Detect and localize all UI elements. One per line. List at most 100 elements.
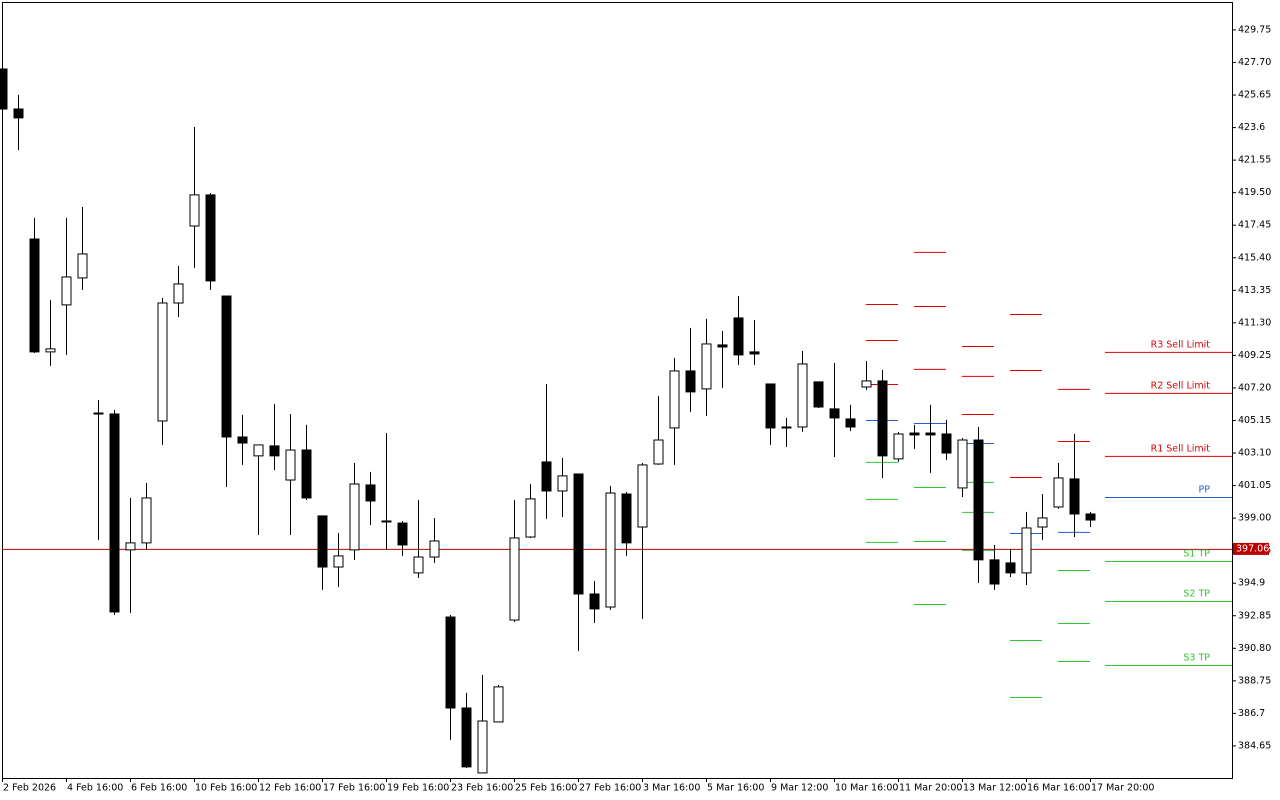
candle-body bbox=[509, 537, 520, 621]
candle-body bbox=[189, 194, 200, 227]
candle-body bbox=[109, 413, 120, 613]
candle-body bbox=[93, 412, 104, 415]
candle-body bbox=[317, 515, 328, 568]
candle-body bbox=[717, 344, 728, 348]
x-tick-label: 6 Feb 16:00 bbox=[131, 783, 187, 794]
candle-body bbox=[29, 238, 40, 353]
x-tick-label: 19 Feb 16:00 bbox=[387, 783, 449, 794]
y-tick-label: 384.65 bbox=[1238, 740, 1271, 751]
candle-body bbox=[365, 484, 376, 502]
candle-body bbox=[477, 720, 488, 774]
candle-body bbox=[0, 68, 8, 110]
x-tick-label: 12 Feb 16:00 bbox=[259, 783, 321, 794]
candle-body bbox=[333, 555, 344, 568]
candle-body bbox=[493, 686, 504, 723]
candle-body bbox=[1021, 527, 1032, 574]
candle-body bbox=[397, 522, 408, 546]
candle-body bbox=[605, 492, 616, 608]
candle-body bbox=[765, 383, 776, 429]
candle-body bbox=[77, 253, 88, 279]
y-tick-label: 388.75 bbox=[1238, 675, 1271, 686]
candle-body bbox=[621, 493, 632, 544]
candle-body bbox=[925, 432, 936, 436]
candle-body bbox=[13, 108, 24, 119]
candle-body bbox=[701, 343, 712, 390]
candle-body bbox=[1053, 477, 1064, 508]
candle-body bbox=[813, 381, 824, 408]
candle-body bbox=[749, 351, 760, 355]
y-tick-label: 429.75 bbox=[1238, 24, 1271, 35]
candle-body bbox=[429, 540, 440, 558]
candle-body bbox=[157, 302, 168, 422]
level-label: R1 Sell Limit bbox=[1151, 443, 1211, 454]
candle-body bbox=[445, 616, 456, 709]
y-tick-label: 399.00 bbox=[1238, 513, 1271, 524]
candle-body bbox=[797, 363, 808, 428]
candle-body bbox=[685, 370, 696, 393]
y-tick-label: 411.30 bbox=[1238, 317, 1271, 328]
candle-body bbox=[1069, 478, 1080, 515]
y-tick-label: 403.10 bbox=[1238, 448, 1271, 459]
y-tick-label: 401.05 bbox=[1238, 480, 1271, 491]
candle-body bbox=[61, 276, 72, 306]
y-tick-label: 417.45 bbox=[1238, 220, 1271, 231]
candle-body bbox=[349, 483, 360, 551]
candle-body bbox=[973, 439, 984, 561]
candle-body bbox=[205, 194, 216, 282]
x-tick-label: 10 Mar 16:00 bbox=[835, 783, 898, 794]
x-tick-label: 9 Mar 12:00 bbox=[771, 783, 828, 794]
y-tick-label: 419.50 bbox=[1238, 187, 1271, 198]
candle-body bbox=[957, 439, 968, 489]
y-tick-label: 423.6 bbox=[1238, 122, 1265, 133]
level-label: S1 TP bbox=[1183, 548, 1210, 559]
candle-body bbox=[637, 464, 648, 528]
y-tick-label: 413.35 bbox=[1238, 285, 1271, 296]
candle-body bbox=[173, 283, 184, 304]
x-tick-label: 13 Mar 12:00 bbox=[963, 783, 1026, 794]
x-tick-label: 17 Mar 20:00 bbox=[1091, 783, 1154, 794]
candle-body bbox=[877, 380, 888, 457]
level-label: PP bbox=[1199, 485, 1211, 496]
x-tick-label: 3 Mar 16:00 bbox=[643, 783, 700, 794]
candle-body bbox=[461, 707, 472, 768]
candle-body bbox=[253, 444, 264, 457]
candle-body bbox=[237, 436, 248, 444]
candle-body bbox=[45, 348, 56, 353]
last-price-tag bbox=[1233, 542, 1269, 555]
candle-body bbox=[1037, 517, 1048, 528]
y-tick-label: 390.80 bbox=[1238, 643, 1271, 654]
candle-body bbox=[989, 559, 1000, 585]
y-tick-label: 427.70 bbox=[1238, 57, 1271, 68]
candle-body bbox=[557, 475, 568, 492]
y-tick-label: 415.40 bbox=[1238, 252, 1271, 263]
y-tick-label: 425.65 bbox=[1238, 90, 1271, 101]
candle-body bbox=[1085, 513, 1096, 521]
candle-body bbox=[781, 426, 792, 429]
candle-body bbox=[669, 370, 680, 429]
y-tick-label: 386.7 bbox=[1238, 708, 1265, 719]
x-tick-label: 27 Feb 16:00 bbox=[579, 783, 641, 794]
candle-body bbox=[541, 461, 552, 492]
candle-body bbox=[1005, 562, 1016, 574]
level-label: R3 Sell Limit bbox=[1151, 339, 1211, 350]
candle-body bbox=[141, 497, 152, 544]
candle-body bbox=[525, 498, 536, 538]
y-tick-label: 394.9 bbox=[1238, 578, 1265, 589]
x-tick-label: 2 Feb 2026 bbox=[3, 783, 56, 794]
x-tick-label: 23 Feb 16:00 bbox=[451, 783, 513, 794]
candle-body bbox=[221, 295, 232, 438]
x-tick-label: 25 Feb 16:00 bbox=[515, 783, 577, 794]
y-tick-label: 407.20 bbox=[1238, 382, 1271, 393]
x-tick-label: 4 Feb 16:00 bbox=[67, 783, 123, 794]
y-tick-label: 421.55 bbox=[1238, 155, 1271, 166]
level-label: R2 Sell Limit bbox=[1151, 380, 1211, 391]
plot-frame bbox=[2, 2, 1233, 779]
candle-body bbox=[861, 380, 872, 388]
candle-body bbox=[381, 520, 392, 523]
candle-body bbox=[845, 418, 856, 428]
candle-body bbox=[269, 445, 280, 457]
candle-body bbox=[285, 449, 296, 481]
candle-body bbox=[829, 408, 840, 419]
